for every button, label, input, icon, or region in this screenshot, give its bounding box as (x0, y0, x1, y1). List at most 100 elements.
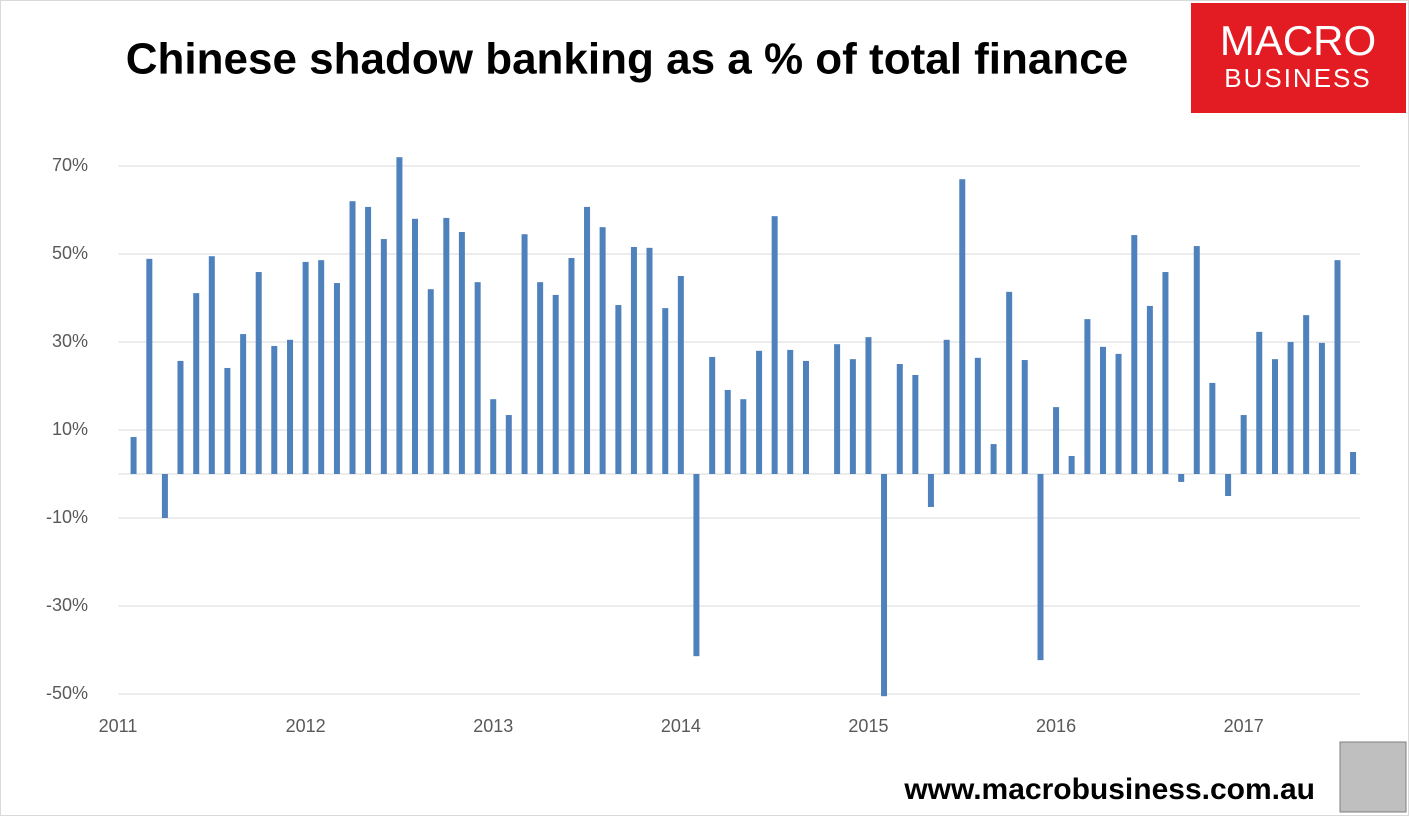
bar (1287, 342, 1294, 474)
bar (1350, 452, 1357, 474)
bar (130, 437, 137, 474)
bar (380, 239, 387, 474)
x-tick-label: 2011 (99, 716, 138, 736)
bar (333, 283, 340, 474)
x-tick-label: 2015 (848, 716, 888, 736)
bar (240, 334, 247, 474)
bar (224, 367, 231, 474)
bar (1178, 474, 1185, 482)
bar (1006, 291, 1013, 474)
bar (615, 305, 622, 474)
y-tick-label: 70% (52, 155, 88, 175)
bar (302, 261, 309, 474)
x-tick-label: 2016 (1036, 716, 1076, 736)
bar (834, 344, 841, 474)
bar (662, 308, 669, 474)
bar (771, 216, 778, 474)
bar (1037, 474, 1044, 661)
bar (1162, 272, 1169, 474)
y-tick-label: 10% (52, 419, 88, 439)
bar (427, 289, 434, 474)
bar (396, 157, 403, 474)
bar (787, 349, 794, 474)
y-tick-label: 30% (52, 331, 88, 351)
bar (677, 276, 684, 474)
bar (255, 272, 262, 474)
bar (521, 234, 528, 474)
bar (709, 356, 716, 474)
bar (943, 339, 950, 474)
bar (693, 474, 700, 657)
bar (1099, 346, 1106, 474)
bar (505, 415, 512, 474)
bar (912, 375, 919, 474)
bar (740, 399, 747, 474)
bar (208, 256, 215, 474)
bar (177, 360, 184, 474)
logo-line2: BUSINESS (1224, 63, 1372, 93)
bar (646, 247, 653, 474)
bar (1053, 407, 1060, 474)
bar (1272, 359, 1279, 474)
bar (849, 359, 856, 474)
bar (146, 258, 153, 474)
bar (318, 260, 325, 474)
bar (411, 218, 418, 474)
bar (1193, 246, 1200, 474)
plot-area: 70% 50% 30% 10% -10% -30% -50% 2011 2012 2013 2014… (46, 155, 1360, 736)
chart-title: Chinese shadow banking as a % of total f… (126, 35, 1128, 84)
bar (193, 293, 200, 474)
bar (584, 206, 591, 475)
x-tick-label: 2013 (473, 716, 513, 736)
y-tick-label: -10% (46, 507, 88, 527)
bar (474, 282, 481, 474)
bar (865, 337, 872, 474)
bar (365, 206, 372, 475)
bar (1131, 235, 1138, 474)
source-url: www.macrobusiness.com.au (903, 773, 1315, 806)
bar (896, 364, 903, 474)
logo-line1: MACRO (1220, 17, 1376, 64)
bar (1115, 353, 1122, 474)
x-tick-label: 2012 (286, 716, 326, 736)
bar (974, 357, 981, 474)
bar (1318, 342, 1325, 474)
bar (287, 339, 294, 474)
x-tick-label: 2017 (1224, 716, 1264, 736)
y-tick-label: -30% (46, 595, 88, 615)
y-tick-label: -50% (46, 683, 88, 703)
bar (537, 282, 544, 474)
bar (552, 294, 559, 474)
bar (1021, 360, 1028, 474)
bar (458, 232, 465, 474)
bar (349, 201, 356, 474)
logo-box (1191, 3, 1406, 113)
wolf-logo (1339, 741, 1407, 813)
bar (161, 474, 168, 518)
bar (1256, 331, 1263, 474)
bar (599, 227, 606, 474)
bar (756, 350, 763, 474)
bar (1146, 305, 1153, 474)
bar (1334, 260, 1341, 474)
bar (724, 389, 731, 474)
bar (927, 474, 934, 507)
y-tick-label: 50% (52, 243, 88, 263)
bar (1209, 382, 1216, 474)
bar (1303, 315, 1310, 474)
bar (881, 474, 888, 697)
bar (1240, 415, 1247, 474)
bar (490, 399, 497, 474)
bar (1068, 455, 1075, 474)
bar (990, 444, 997, 474)
bar (630, 246, 637, 474)
bar (802, 360, 809, 474)
x-tick-label: 2014 (661, 716, 701, 736)
bar (271, 345, 278, 474)
bar (1084, 319, 1091, 474)
bar (1225, 474, 1232, 496)
bar (959, 179, 966, 474)
bar (443, 217, 450, 475)
